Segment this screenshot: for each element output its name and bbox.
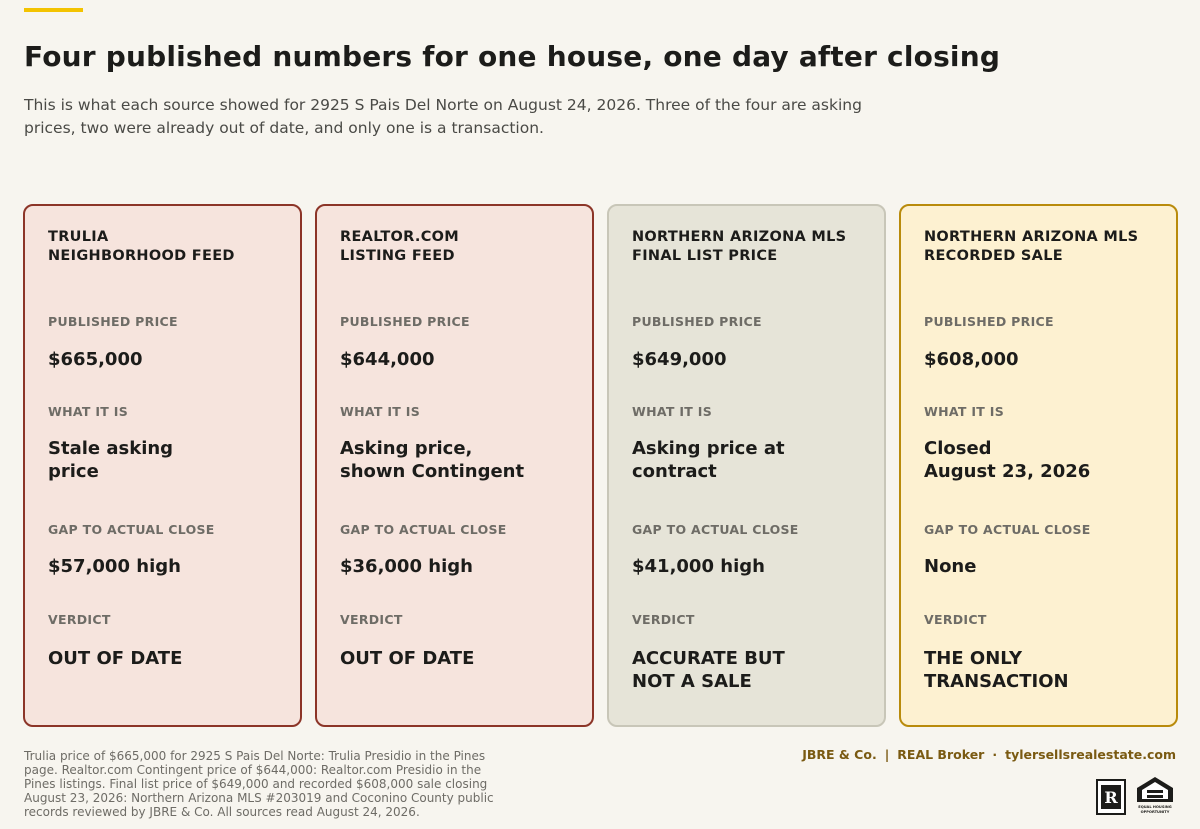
published-price-label: PUBLISHED PRICE [340, 314, 470, 329]
realtor-mark: R [1101, 785, 1121, 809]
card-title-line: TRULIA [48, 229, 109, 245]
published-price-label: PUBLISHED PRICE [632, 314, 762, 329]
what-it-is-label: WHAT IT IS [924, 404, 1005, 419]
card-title-line: NORTHERN ARIZONA MLS [632, 229, 847, 245]
website-link[interactable]: tylersellsrealestate.com [1005, 747, 1176, 762]
published-price-value: $649,000 [632, 349, 727, 370]
card-trulia: TRULIA NEIGHBORHOOD FEED PUBLISHED PRICE… [23, 204, 302, 727]
what-line: price [48, 461, 99, 482]
what-it-is-value: Asking price at contract [632, 437, 872, 483]
svg-text:EQUAL HOUSING: EQUAL HOUSING [1138, 805, 1172, 809]
verdict-value: THE ONLY TRANSACTION [924, 647, 1164, 693]
what-line: Closed [924, 438, 992, 459]
verdict-line: OUT OF DATE [340, 648, 475, 669]
card-mls-final-list: NORTHERN ARIZONA MLS FINAL LIST PRICE PU… [607, 204, 886, 727]
verdict-value: OUT OF DATE [48, 647, 288, 670]
card-title-line: RECORDED SALE [924, 248, 1063, 264]
verdict-label: VERDICT [632, 612, 695, 627]
card-title-line: LISTING FEED [340, 248, 455, 264]
what-it-is-value: Closed August 23, 2026 [924, 437, 1164, 483]
brand-separator: · [992, 747, 998, 762]
verdict-label: VERDICT [924, 612, 987, 627]
card-title: NORTHERN ARIZONA MLS FINAL LIST PRICE [632, 228, 872, 266]
card-mls-recorded-sale: NORTHERN ARIZONA MLS RECORDED SALE PUBLI… [899, 204, 1178, 727]
what-line: shown Contingent [340, 461, 525, 482]
svg-text:OPPORTUNITY: OPPORTUNITY [1141, 810, 1170, 814]
card-realtor-com: REALTOR.COM LISTING FEED PUBLISHED PRICE… [315, 204, 594, 727]
verdict-value: OUT OF DATE [340, 647, 580, 670]
card-title-line: NEIGHBORHOOD FEED [48, 248, 235, 264]
card-title-line: NORTHERN ARIZONA MLS [924, 229, 1139, 245]
verdict-line: ACCURATE BUT [632, 648, 785, 669]
sources-footnote: Trulia price of $665,000 for 2925 S Pais… [24, 749, 494, 819]
gap-label: GAP TO ACTUAL CLOSE [48, 522, 215, 537]
verdict-line: NOT A SALE [632, 671, 752, 692]
verdict-line: OUT OF DATE [48, 648, 183, 669]
gap-label: GAP TO ACTUAL CLOSE [924, 522, 1091, 537]
published-price-value: $644,000 [340, 349, 435, 370]
equal-housing-opportunity-icon: EQUAL HOUSING OPPORTUNITY [1137, 777, 1173, 814]
published-price-value: $608,000 [924, 349, 1019, 370]
accent-bar [24, 8, 83, 12]
card-title-line: REALTOR.COM [340, 229, 459, 245]
verdict-label: VERDICT [48, 612, 111, 627]
verdict-line: TRANSACTION [924, 671, 1069, 692]
what-it-is-label: WHAT IT IS [340, 404, 421, 419]
gap-label: GAP TO ACTUAL CLOSE [632, 522, 799, 537]
card-title: TRULIA NEIGHBORHOOD FEED [48, 228, 288, 266]
gap-value: $57,000 high [48, 556, 181, 577]
card-title: NORTHERN ARIZONA MLS RECORDED SALE [924, 228, 1164, 266]
compliance-logos: R EQUAL HOUSING OPPORTUNITY [1096, 775, 1176, 815]
verdict-value: ACCURATE BUT NOT A SALE [632, 647, 872, 693]
gap-value: $36,000 high [340, 556, 473, 577]
realtor-logo-icon: R [1096, 779, 1126, 815]
gap-label: GAP TO ACTUAL CLOSE [340, 522, 507, 537]
what-line: August 23, 2026 [924, 461, 1091, 482]
brokerage-name: REAL Broker [897, 747, 985, 762]
what-it-is-value: Stale asking price [48, 437, 288, 483]
gap-value: $41,000 high [632, 556, 765, 577]
what-line: contract [632, 461, 717, 482]
brand-line: JBRE & Co. | REAL Broker · tylersellsrealest… [802, 747, 1176, 762]
what-it-is-label: WHAT IT IS [632, 404, 713, 419]
published-price-label: PUBLISHED PRICE [48, 314, 178, 329]
page-title: Four published numbers for one house, on… [24, 40, 1001, 73]
page-subtitle: This is what each source showed for 2925… [24, 96, 862, 137]
source-cards: TRULIA NEIGHBORHOOD FEED PUBLISHED PRICE… [23, 204, 1178, 727]
published-price-label: PUBLISHED PRICE [924, 314, 1054, 329]
published-price-value: $665,000 [48, 349, 143, 370]
brand-separator: | [884, 747, 890, 762]
card-title: REALTOR.COM LISTING FEED [340, 228, 580, 266]
card-title-line: FINAL LIST PRICE [632, 248, 778, 264]
what-line: Asking price, [340, 438, 473, 459]
what-it-is-value: Asking price, shown Contingent [340, 437, 580, 483]
what-line: Asking price at [632, 438, 785, 459]
verdict-line: THE ONLY [924, 648, 1022, 669]
gap-value: None [924, 556, 977, 577]
brand-name: JBRE & Co. [802, 747, 877, 762]
verdict-label: VERDICT [340, 612, 403, 627]
what-line: Stale asking [48, 438, 174, 459]
what-it-is-label: WHAT IT IS [48, 404, 129, 419]
